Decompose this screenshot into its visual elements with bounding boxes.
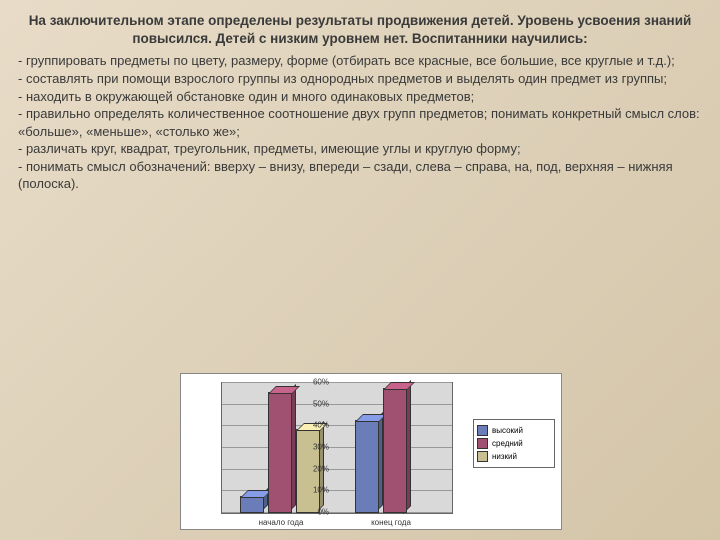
y-tick-label: 20% — [313, 464, 329, 473]
y-tick-label: 40% — [313, 421, 329, 430]
x-label-0: начало года — [236, 518, 326, 527]
bar — [240, 498, 262, 513]
legend-label: средний — [492, 439, 523, 448]
bar — [268, 394, 290, 513]
x-label-1: конец года — [346, 518, 436, 527]
bullet: - составлять при помощи взрослого группы… — [18, 70, 702, 88]
y-tick-label: 0% — [317, 508, 329, 517]
legend-swatch — [477, 451, 488, 462]
bullet: - правильно определять количественное со… — [18, 105, 702, 140]
bar — [383, 390, 405, 514]
bullet: - группировать предметы по цвету, размер… — [18, 52, 702, 70]
y-tick-label: 60% — [313, 378, 329, 387]
plot-area — [221, 382, 453, 514]
legend-swatch — [477, 425, 488, 436]
y-tick-label: 30% — [313, 443, 329, 452]
page-title: На заключительном этапе определены резул… — [18, 12, 702, 48]
chart: начало года конец года высокий средний н… — [180, 373, 562, 530]
legend-label: низкий — [492, 452, 517, 461]
bullet: - различать круг, квадрат, треугольник, … — [18, 140, 702, 158]
legend-swatch — [477, 438, 488, 449]
legend-label: высокий — [492, 426, 523, 435]
y-tick-label: 50% — [313, 399, 329, 408]
bar — [355, 422, 377, 513]
legend: высокий средний низкий — [473, 419, 555, 468]
bullet: - понимать смысл обозначений: вверху – в… — [18, 158, 702, 193]
bullet: - находить в окружающей обстановке один … — [18, 88, 702, 106]
legend-item: высокий — [477, 425, 551, 436]
legend-item: низкий — [477, 451, 551, 462]
legend-item: средний — [477, 438, 551, 449]
body-text: - группировать предметы по цвету, размер… — [18, 52, 702, 192]
y-tick-label: 10% — [313, 486, 329, 495]
